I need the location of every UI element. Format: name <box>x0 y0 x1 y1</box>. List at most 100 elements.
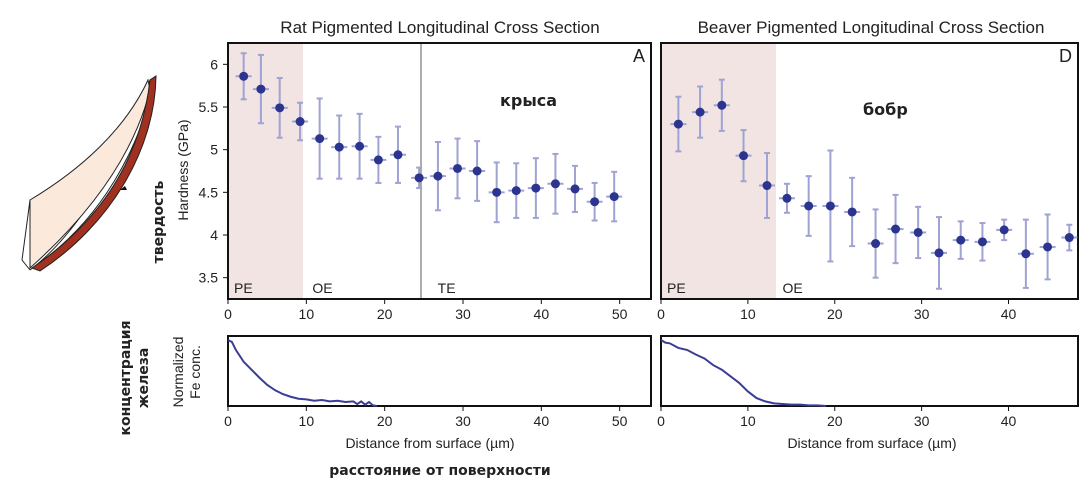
fe-concentration-line <box>660 339 827 407</box>
annotation-rat: крыса <box>500 91 557 110</box>
data-point <box>913 227 923 237</box>
panel-d-frame <box>660 42 1079 300</box>
data-point <box>609 192 619 202</box>
data-point <box>782 193 792 203</box>
x-tick-label: 40 <box>1001 413 1017 429</box>
y-axis-label-ru-iron-2: железа <box>136 348 152 409</box>
panel-a-marks: PE OE TE 0 10 20 30 40 50 3.5 4 4.5 5 5.5 6 <box>199 52 628 322</box>
data-point <box>355 141 365 151</box>
data-point <box>762 181 772 191</box>
data-point <box>414 173 424 183</box>
x-tick-label: 0 <box>657 413 665 429</box>
data-point <box>871 239 881 249</box>
panel-letter-a: A <box>633 46 645 66</box>
data-point <box>550 179 560 189</box>
zone-label-pe: PE <box>234 280 253 296</box>
data-point <box>934 248 944 258</box>
data-point <box>977 237 987 247</box>
data-point <box>492 187 502 197</box>
data-point <box>334 142 344 152</box>
data-point <box>472 166 482 176</box>
y-axis-label-ru-hardness: твердость <box>151 181 167 264</box>
data-point <box>393 150 403 160</box>
data-point <box>804 201 814 211</box>
incisor-tooth-diagram-icon <box>21 75 157 272</box>
y-tick-label: 5.5 <box>199 99 219 115</box>
data-point <box>1064 233 1074 243</box>
y-tick-label: 4.5 <box>199 184 219 200</box>
y-tick-label: 3.5 <box>199 270 219 286</box>
y-axis-label-hardness: Hardness (GPa) <box>175 119 191 220</box>
panel-letter-d: D <box>1059 46 1072 66</box>
x-tick-label: 20 <box>827 413 843 429</box>
fe-concentration-line <box>227 339 377 407</box>
x-tick-label: 0 <box>224 413 232 429</box>
x-tick-label: 40 <box>1001 306 1017 322</box>
panel-a-fe-frame <box>227 335 652 407</box>
data-point <box>695 107 705 117</box>
data-point <box>1043 242 1053 252</box>
data-point <box>673 119 683 129</box>
data-point <box>531 183 541 193</box>
panel-a-frame <box>227 42 652 300</box>
x-tick-label: 50 <box>612 306 628 322</box>
panel-d-fe-frame <box>660 335 1079 407</box>
data-point <box>1021 249 1031 259</box>
data-point <box>999 225 1009 235</box>
data-point <box>739 151 749 161</box>
zone-label-oe: OE <box>783 280 803 296</box>
x-tick-label: 30 <box>914 306 930 322</box>
zone-label-oe: OE <box>312 280 332 296</box>
y-tick-label: 4 <box>210 227 218 243</box>
x-tick-label: 10 <box>299 306 315 322</box>
zone-label-te: TE <box>438 280 456 296</box>
y-tick-label: 5 <box>210 142 218 158</box>
data-point <box>433 171 443 181</box>
x-tick-label: 40 <box>534 413 550 429</box>
x-tick-label: 50 <box>612 413 628 429</box>
x-tick-label: 30 <box>455 413 471 429</box>
data-point <box>847 207 857 217</box>
data-point <box>891 224 901 234</box>
x-axis-label-beaver: Distance from surface (µm) <box>787 435 956 451</box>
x-axis-label-ru: расстояние от поверхности <box>329 463 550 479</box>
x-tick-label: 0 <box>224 306 232 322</box>
data-point <box>570 184 580 194</box>
y-axis-label-ru-iron-1: концентрация <box>118 320 134 435</box>
data-point <box>275 103 285 113</box>
y-axis-label-fe-2: Fe conc. <box>187 345 203 399</box>
x-tick-label: 30 <box>914 413 930 429</box>
x-tick-label: 40 <box>534 306 550 322</box>
data-point <box>825 201 835 211</box>
panel-d-fe-marks: 0 10 20 30 40 <box>657 339 1017 429</box>
panel-a-fe-marks: 0 10 20 30 40 50 <box>224 339 628 429</box>
pe-zone-a <box>228 43 303 299</box>
data-point <box>239 71 249 81</box>
x-tick-label: 10 <box>740 413 756 429</box>
x-tick-label: 10 <box>299 413 315 429</box>
data-point <box>511 186 521 196</box>
pe-zone-d <box>661 43 776 299</box>
annotation-beaver: бобр <box>863 100 908 119</box>
chart-title-rat: Rat Pigmented Longitudinal Cross Section <box>280 18 599 37</box>
data-point <box>315 134 325 144</box>
chart-title-beaver: Beaver Pigmented Longitudinal Cross Sect… <box>698 18 1045 37</box>
data-point <box>295 117 305 127</box>
data-point <box>590 197 600 207</box>
data-point <box>453 163 463 173</box>
x-tick-label: 10 <box>740 306 756 322</box>
zone-label-pe: PE <box>667 280 686 296</box>
x-tick-label: 20 <box>827 306 843 322</box>
data-point <box>717 100 727 110</box>
x-tick-label: 20 <box>377 306 393 322</box>
y-tick-label: 6 <box>210 56 218 72</box>
x-tick-label: 20 <box>377 413 393 429</box>
data-point <box>373 155 383 165</box>
x-tick-label: 30 <box>455 306 471 322</box>
x-axis-label-rat: Distance from surface (µm) <box>345 435 514 451</box>
panel-d-marks: PE OE 0 10 20 30 40 <box>657 78 1078 322</box>
y-axis-label-fe-1: Normalized <box>170 337 186 408</box>
data-point <box>956 235 966 245</box>
data-point <box>256 84 266 94</box>
